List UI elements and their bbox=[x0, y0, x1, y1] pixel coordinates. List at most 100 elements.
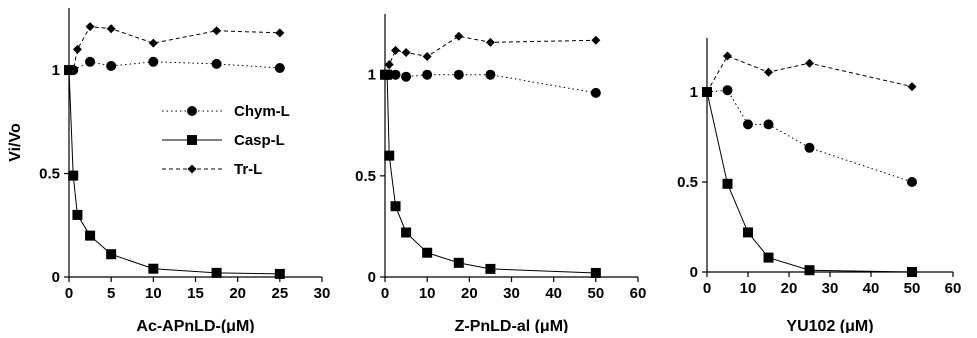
data-point bbox=[85, 230, 96, 241]
data-point bbox=[85, 56, 96, 67]
data-point bbox=[390, 201, 401, 212]
data-point bbox=[148, 38, 158, 48]
data-point bbox=[72, 209, 83, 220]
y-tick-label: 0.5 bbox=[39, 166, 60, 183]
data-point bbox=[485, 37, 495, 47]
data-point bbox=[763, 252, 774, 263]
series-line bbox=[69, 26, 280, 71]
x-axis-title: Ac-APnLD-(μM) bbox=[136, 318, 254, 333]
data-point bbox=[722, 85, 733, 96]
series-tr-l bbox=[380, 31, 601, 80]
legend-marker bbox=[187, 106, 197, 116]
legend-label: Chym-L bbox=[234, 103, 290, 120]
y-tick-label: 1 bbox=[368, 67, 376, 84]
y-tick-label: 0 bbox=[368, 269, 376, 286]
series-chym-l bbox=[380, 69, 601, 98]
y-tick-label: 1 bbox=[52, 62, 60, 79]
data-point bbox=[485, 263, 496, 274]
x-tick-label: 60 bbox=[630, 285, 647, 302]
data-point bbox=[211, 267, 222, 278]
data-point bbox=[422, 247, 433, 258]
panel-3: 0 10 20 30 40 50 60 0 0.5 1 YU102 (μM) bbox=[677, 38, 962, 335]
panel-2: 0 10 20 30 40 50 60 0 0.5 1 Z-PnLD-al (μM) bbox=[355, 14, 647, 335]
x-tick-label: 10 bbox=[740, 280, 757, 297]
data-point bbox=[211, 58, 222, 69]
x-tick-label: 10 bbox=[145, 285, 162, 302]
x-tick-label: 40 bbox=[545, 285, 562, 302]
data-point bbox=[485, 69, 496, 80]
legend: Chym-L Casp-L Tr-L bbox=[162, 103, 290, 178]
legend-item-casp-l: Casp-L bbox=[162, 132, 285, 149]
series-tr-l bbox=[702, 51, 917, 97]
data-point bbox=[702, 87, 712, 97]
data-point bbox=[106, 60, 117, 71]
data-point bbox=[590, 87, 601, 98]
x-tick-label: 30 bbox=[822, 280, 839, 297]
data-point bbox=[453, 69, 464, 80]
data-point bbox=[453, 257, 464, 268]
data-point bbox=[275, 28, 285, 38]
series-chym-l bbox=[702, 85, 917, 187]
x-tick-label: 50 bbox=[587, 285, 604, 302]
y-tick-label: 0.5 bbox=[677, 174, 698, 191]
x-tick-label: 20 bbox=[781, 280, 798, 297]
series-line bbox=[69, 61, 280, 71]
x-tick-label: 20 bbox=[229, 285, 246, 302]
data-point bbox=[148, 263, 159, 274]
series-casp-l bbox=[702, 87, 917, 277]
x-tick-label: 50 bbox=[904, 280, 921, 297]
x-axis-title: YU102 (μM) bbox=[786, 318, 873, 333]
x-tick-label: 25 bbox=[271, 285, 288, 302]
series-line bbox=[68, 70, 280, 275]
y-tick-label: 1 bbox=[690, 84, 698, 101]
data-point bbox=[68, 170, 79, 181]
data-point bbox=[804, 265, 815, 276]
x-tick-label: 0 bbox=[703, 280, 711, 297]
data-point bbox=[106, 24, 116, 34]
x-tick-label: 0 bbox=[65, 285, 73, 302]
data-point bbox=[68, 65, 78, 75]
data-point bbox=[590, 267, 601, 278]
data-point bbox=[274, 63, 285, 74]
data-point bbox=[72, 44, 82, 54]
x-axis-title: Z-PnLD-al (μM) bbox=[455, 318, 569, 333]
data-point bbox=[763, 119, 774, 130]
legend-label: Casp-L bbox=[234, 132, 285, 149]
data-point bbox=[907, 267, 917, 277]
x-tick-label: 15 bbox=[187, 285, 204, 302]
legend-item-tr-l: Tr-L bbox=[162, 161, 262, 178]
x-tick-label: 40 bbox=[863, 280, 880, 297]
y-tick-label: 0 bbox=[690, 264, 698, 281]
x-tick-label: 5 bbox=[107, 285, 115, 302]
data-point bbox=[390, 69, 401, 80]
data-point bbox=[401, 71, 412, 82]
x-tick-label: 20 bbox=[461, 285, 478, 302]
data-point bbox=[212, 26, 222, 36]
legend-marker bbox=[187, 135, 197, 145]
data-point bbox=[384, 150, 395, 161]
x-tick-label: 10 bbox=[419, 285, 436, 302]
data-point bbox=[764, 67, 773, 77]
data-point bbox=[454, 31, 464, 41]
data-point bbox=[723, 51, 732, 61]
legend-item-chym-l: Chym-L bbox=[162, 103, 290, 120]
series-tr-l bbox=[64, 22, 285, 75]
x-tick-label: 60 bbox=[945, 280, 962, 297]
legend-marker bbox=[187, 164, 197, 174]
data-point bbox=[422, 69, 433, 80]
data-point bbox=[907, 82, 917, 92]
data-point bbox=[422, 51, 432, 61]
series-casp-l bbox=[380, 69, 601, 278]
series-line bbox=[706, 89, 913, 183]
data-point bbox=[743, 227, 753, 238]
data-point bbox=[591, 35, 601, 45]
data-point bbox=[907, 177, 917, 187]
y-tick-label: 0.5 bbox=[355, 168, 376, 185]
data-point bbox=[274, 268, 285, 279]
series-chym-l bbox=[64, 56, 285, 76]
data-point bbox=[106, 249, 117, 260]
x-tick-label: 30 bbox=[314, 285, 331, 302]
series-line bbox=[706, 91, 913, 273]
